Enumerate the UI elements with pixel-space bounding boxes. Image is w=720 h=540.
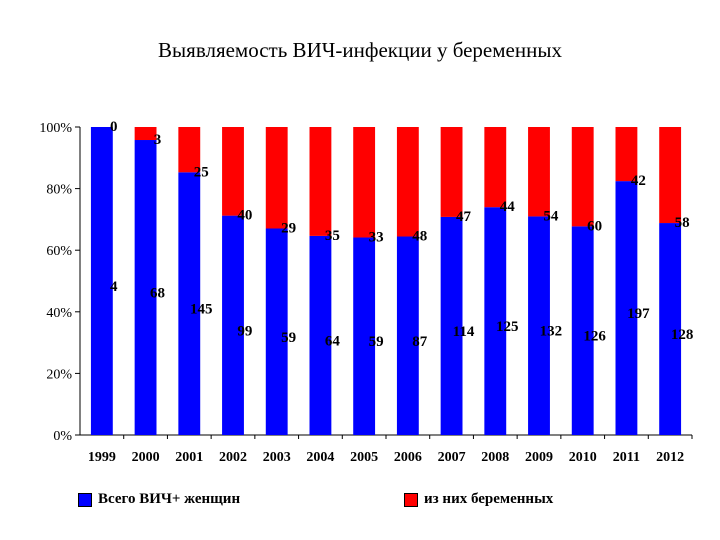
x-tick-label: 2011: [613, 450, 640, 465]
y-tick-label: 80%: [46, 183, 72, 198]
data-label-pregnant: 44: [500, 199, 516, 215]
y-tick-label: 20%: [46, 367, 72, 382]
legend-item-pregnant: из них беременных: [404, 491, 553, 508]
x-tick-label: 2008: [481, 450, 509, 465]
data-label-women: 145: [190, 302, 213, 318]
bar-pregnant: [265, 127, 288, 229]
bar-women: [90, 127, 113, 435]
bar-pregnant: [134, 127, 157, 141]
legend-swatch-women: [78, 492, 92, 507]
data-label-pregnant: 33: [369, 229, 384, 245]
y-tick-label: 100%: [39, 121, 72, 136]
x-tick-label: 2005: [350, 450, 378, 465]
bar-women: [309, 235, 332, 435]
x-tick-label: 2009: [525, 450, 553, 465]
bar-women: [484, 207, 507, 435]
data-label-pregnant: 42: [631, 173, 646, 189]
legend-label-pregnant: из них беременных: [424, 491, 554, 507]
legend-swatch-pregnant: [404, 492, 418, 507]
legend-label-women: Всего ВИЧ+ женщин: [98, 491, 241, 507]
data-label-women: 68: [150, 286, 165, 302]
data-label-pregnant: 35: [325, 228, 340, 244]
data-label-women: 59: [281, 330, 296, 346]
chart-plot: 0% 20% 40% 60% 80% 100% 1999 0 4 2000 3 68 2001 25 145…: [39, 119, 694, 465]
x-tick-label: 2004: [306, 450, 334, 465]
data-label-women: 197: [627, 306, 650, 322]
data-label-pregnant: 58: [675, 215, 690, 231]
bar-pregnant: [396, 127, 419, 237]
data-label-women: 126: [583, 329, 606, 345]
data-label-pregnant: 40: [237, 208, 252, 224]
chart-frame: 0% 20% 40% 60% 80% 100% 1999 0 4 2000 3 68 2001 25 145…: [20, 115, 700, 475]
y-tick-label: 0%: [53, 429, 72, 444]
data-label-women: 99: [237, 323, 252, 339]
data-label-pregnant: 48: [412, 229, 427, 245]
x-tick-label: 2012: [656, 450, 684, 465]
x-tick-label: 2000: [132, 450, 160, 465]
data-label-women: 87: [412, 334, 428, 350]
data-label-pregnant: 29: [281, 221, 296, 237]
bar-women: [440, 216, 463, 435]
bar-women: [353, 237, 376, 435]
bar-women: [134, 140, 157, 435]
bar-pregnant: [659, 127, 682, 224]
data-label-women: 132: [540, 324, 563, 340]
x-tick-label: 2010: [569, 450, 597, 465]
y-tick-label: 60%: [46, 244, 72, 259]
bar-women: [396, 236, 419, 435]
chart-title: Выявляемость ВИЧ-инфекции у беременных: [158, 38, 562, 62]
bar-women: [222, 215, 244, 435]
bar-women: [571, 226, 594, 435]
data-label-pregnant: 60: [587, 218, 602, 234]
data-label-women: 114: [453, 324, 475, 340]
bar-pregnant: [615, 127, 638, 182]
x-tick-label: 2002: [219, 450, 247, 465]
bar-pregnant: [178, 127, 201, 173]
legend: Всего ВИЧ+ женщин из них беременных: [74, 479, 658, 529]
bar-pregnant: [353, 127, 376, 238]
x-tick-label: 1999: [88, 450, 116, 465]
y-tick-label: 40%: [46, 306, 72, 321]
bar-women: [178, 172, 201, 435]
bar-pregnant: [440, 127, 463, 217]
x-tick-label: 2003: [263, 450, 291, 465]
bar-women: [615, 181, 638, 435]
bar-pregnant: [528, 127, 550, 217]
data-label-pregnant: 47: [456, 209, 472, 225]
x-tick-label: 2007: [438, 450, 466, 465]
data-label-women: 128: [671, 327, 694, 343]
data-label-women: 59: [369, 334, 384, 350]
bar-pregnant: [571, 127, 594, 227]
data-label-women: 125: [496, 319, 519, 335]
data-label-pregnant: 3: [154, 132, 162, 148]
x-tick-label: 2006: [394, 450, 422, 465]
data-label-pregnant: 54: [543, 208, 559, 224]
bar-women: [265, 228, 288, 435]
data-label-women: 4: [110, 279, 118, 295]
data-label-pregnant: 0: [110, 119, 118, 135]
x-tick-label: 2001: [175, 450, 203, 465]
data-label-pregnant: 25: [194, 164, 209, 180]
bar-women: [659, 223, 682, 435]
bar-pregnant: [309, 127, 332, 236]
bar-pregnant: [484, 127, 507, 208]
legend-item-women: Всего ВИЧ+ женщин: [78, 491, 240, 508]
bar-women: [528, 216, 550, 435]
data-label-women: 64: [325, 333, 341, 349]
bar-pregnant: [222, 127, 244, 216]
